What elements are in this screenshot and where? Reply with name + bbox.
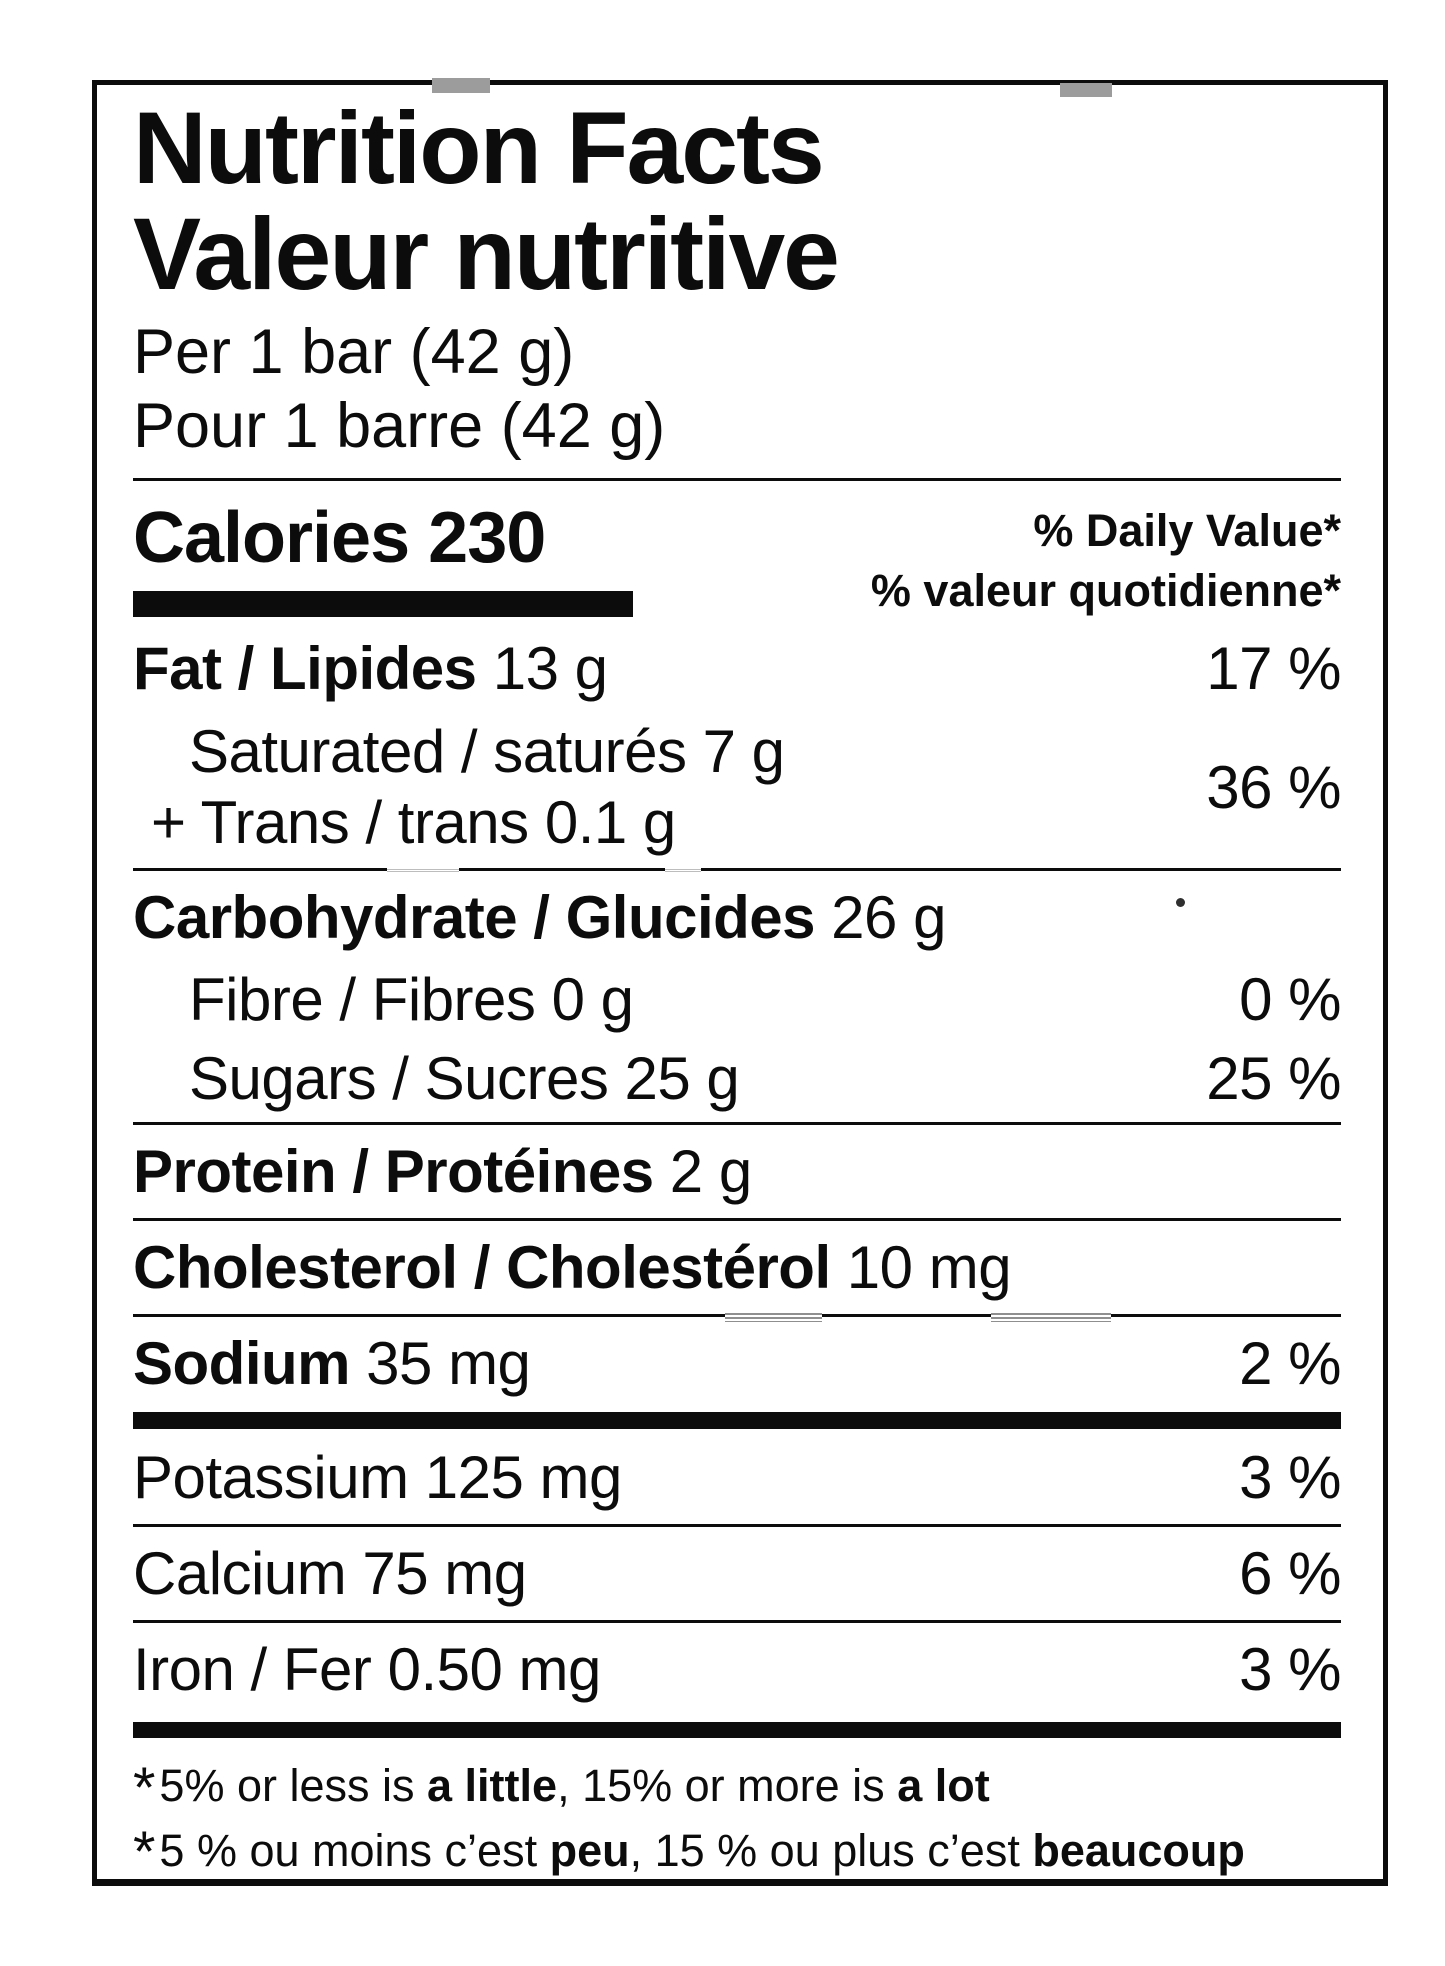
- row-sugars: Sugars / Sucres 25 g 25 %: [133, 1039, 1341, 1118]
- thick-divider: [133, 1412, 1341, 1429]
- divider: [133, 867, 1341, 873]
- row-calcium: Calcium 75 mg 6 %: [133, 1531, 1341, 1616]
- saturated-line: Saturated / saturés 7 g: [189, 718, 785, 786]
- scan-hatch-artifact: [664, 867, 701, 873]
- carbohydrate-amount: 26 g: [815, 883, 946, 951]
- row-carbohydrate: Carbohydrate / Glucides 26 g: [133, 875, 1341, 960]
- scan-smudge-artifact: [724, 1311, 822, 1323]
- thick-divider: [133, 1721, 1341, 1739]
- divider: [133, 1122, 1341, 1125]
- calcium-percent: 6 %: [1239, 1539, 1341, 1607]
- cholesterol-amount: 10 mg: [830, 1234, 1012, 1301]
- sodium-percent: 2 %: [1239, 1330, 1341, 1398]
- daily-value-header-en: % Daily Value*: [1033, 504, 1341, 556]
- row-fat: Fat / Lipides 13 g 17 %: [133, 626, 1341, 711]
- sugars-name: Sugars / Sucres 25 g: [189, 1044, 740, 1112]
- daily-value-header-fr: % valeur quotidienne*: [870, 565, 1341, 617]
- row-potassium: Potassium 125 mg 3 %: [133, 1435, 1341, 1520]
- cholesterol-name: Cholesterol / Cholestérol 10 mg: [133, 1234, 1012, 1301]
- scan-hatch-artifact: [386, 867, 460, 873]
- calories-section: Calories 230 % Daily Value* % valeur quo…: [133, 485, 1341, 627]
- footnote-en: *5% or less is a little, 15% or more is …: [133, 1756, 990, 1821]
- calories-line: Calories 230: [133, 497, 633, 579]
- label-title-en: Nutrition Facts: [133, 91, 825, 205]
- scan-smudge-artifact: [990, 1311, 1112, 1323]
- saturated-trans-percent: 36 %: [1206, 754, 1341, 822]
- row-fibre: Fibre / Fibres 0 g 0 %: [133, 960, 1341, 1039]
- divider: [133, 1311, 1341, 1323]
- divider: [133, 1619, 1341, 1623]
- scan-dot-artifact: [1176, 898, 1185, 907]
- daily-value-header: % Daily Value* % valeur quotidienne*: [871, 497, 1341, 623]
- iron-percent: 3 %: [1239, 1635, 1341, 1703]
- row-cholesterol: Cholesterol / Cholestérol 10 mg: [133, 1225, 1341, 1310]
- fat-amount: 13 g: [476, 635, 608, 703]
- iron-name: Iron / Fer 0.50 mg: [133, 1635, 601, 1703]
- fibre-name: Fibre / Fibres 0 g: [189, 965, 634, 1033]
- calcium-name: Calcium 75 mg: [133, 1539, 527, 1607]
- scan-artifact: [432, 78, 490, 93]
- row-iron: Iron / Fer 0.50 mg 3 %: [133, 1627, 1341, 1712]
- protein-amount: 2 g: [653, 1137, 752, 1205]
- row-protein: Protein / Protéines 2 g: [133, 1129, 1341, 1214]
- serving-size-en: Per 1 bar (42 g): [133, 317, 575, 388]
- divider: [133, 1218, 1341, 1221]
- label-title-fr: Valeur nutritive: [133, 197, 840, 312]
- divider: [133, 1523, 1341, 1527]
- nutrition-facts-label: Nutrition Facts Valeur nutritive Per 1 b…: [92, 80, 1388, 1886]
- protein-name: Protein / Protéines 2 g: [133, 1137, 752, 1205]
- potassium-name: Potassium 125 mg: [133, 1443, 622, 1511]
- fibre-percent: 0 %: [1239, 965, 1341, 1033]
- serving-size-fr: Pour 1 barre (42 g): [133, 391, 666, 462]
- calories-label: Calories: [133, 497, 410, 578]
- fat-name: Fat / Lipides 13 g: [133, 635, 608, 703]
- divider: [133, 477, 1341, 481]
- footnote-fr: *5 % ou moins c’est peu, 15 % ou plus c’…: [133, 1820, 1245, 1885]
- sugars-percent: 25 %: [1206, 1044, 1341, 1112]
- row-saturated-trans: Saturated / saturés 7 g + Trans / trans …: [133, 711, 1341, 863]
- calories-block: Calories 230: [133, 497, 633, 617]
- row-sodium: Sodium 35 mg 2 %: [133, 1321, 1341, 1406]
- saturated-trans-lines: Saturated / saturés 7 g + Trans / trans …: [133, 717, 785, 857]
- carbohydrate-name: Carbohydrate / Glucides 26 g: [133, 883, 946, 951]
- fat-percent: 17 %: [1206, 635, 1341, 703]
- scan-artifact: [1060, 83, 1112, 97]
- sodium-name: Sodium 35 mg: [133, 1330, 531, 1398]
- calories-value: 230: [428, 497, 546, 578]
- calories-underline-bar: [133, 590, 633, 617]
- trans-line: + Trans / trans 0.1 g: [151, 788, 676, 856]
- sodium-amount: 35 mg: [350, 1330, 531, 1398]
- potassium-percent: 3 %: [1239, 1443, 1341, 1511]
